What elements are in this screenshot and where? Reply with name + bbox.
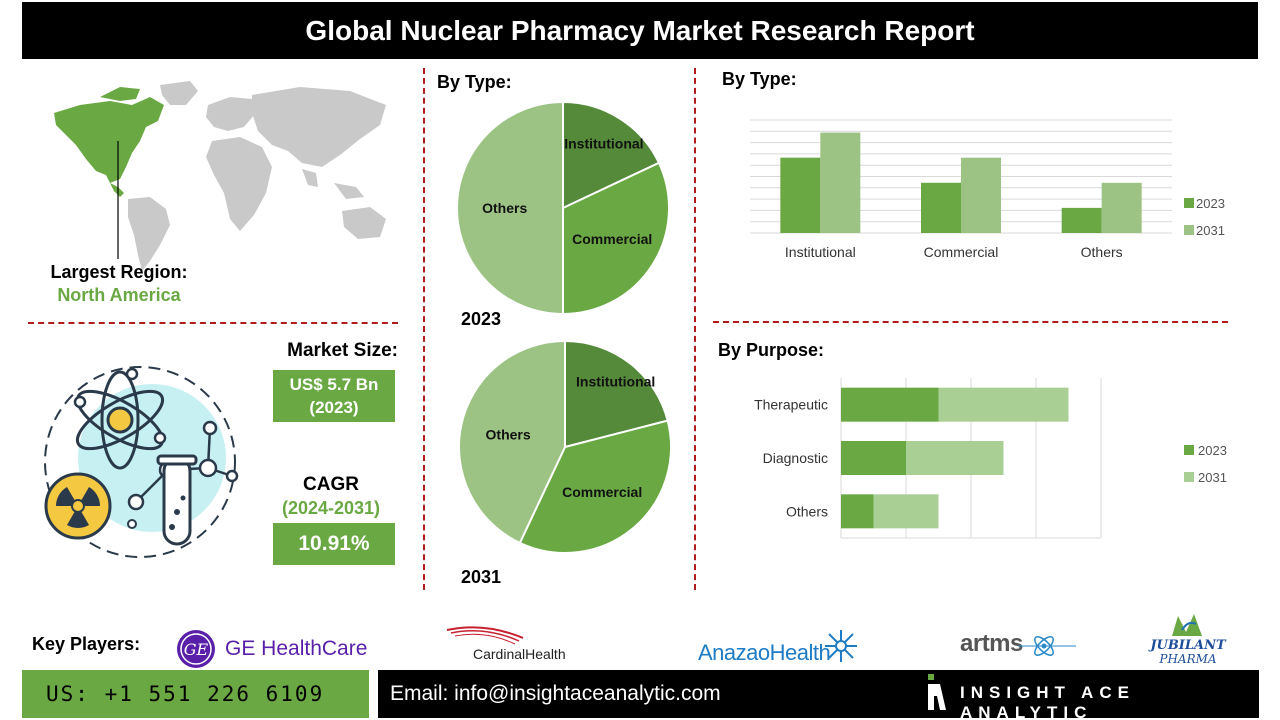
divider-vertical-2 <box>694 68 696 590</box>
phone-number[interactable]: US: +1 551 226 6109 <box>46 682 325 706</box>
pie-section-title: By Type: <box>437 72 512 92</box>
market-size-line1: US$ 5.7 Bn <box>289 375 379 394</box>
purpose-legend-swatch-2031 <box>1184 472 1194 482</box>
pie-2023-slice-others <box>456 100 564 316</box>
north-america-shape <box>54 97 164 183</box>
bar-category-label-commercial: Commercial <box>924 244 999 260</box>
artms-text: artms <box>960 630 1023 657</box>
email-bar: Email: info@insightaceanalytic.com INSIG… <box>378 670 1259 720</box>
cardinal-health-logo: CardinalHealth <box>445 624 585 664</box>
anazao-health-logo: AnazaoHealth <box>698 628 863 668</box>
market-size-label: Market Size: <box>287 340 398 361</box>
pie-2023-label-others: Others <box>482 200 527 216</box>
pie-2031-slice-institutional <box>564 339 669 449</box>
largest-region-label: Largest Region: <box>50 262 188 282</box>
anazao-health-text: AnazaoHealth <box>698 640 831 665</box>
brand-name: INSIGHT ACE ANALYTIC <box>960 683 1135 720</box>
pie-2031-slice-commercial <box>518 419 672 554</box>
purpose-legend-label-2023: 2023 <box>1198 443 1227 458</box>
pie-2031-label-institutional: Institutional <box>576 374 655 390</box>
purpose-legend-label-2031: 2031 <box>1198 470 1227 485</box>
jubilant-leaf-icon <box>1172 614 1202 636</box>
cagr-value: 10.91% <box>273 523 395 565</box>
purpose-bar-others-2031 <box>873 494 939 529</box>
anazao-star-icon <box>825 630 857 662</box>
title-bar: Global Nuclear Pharmacy Market Research … <box>22 2 1258 59</box>
cardinal-swoosh-icon <box>446 626 524 645</box>
jubilant-text: JUBILANT <box>1150 638 1226 653</box>
purpose-bar-diagnostic-2031 <box>906 441 1004 475</box>
pie-2031-year-label: 2031 <box>461 567 502 587</box>
purpose-section-title: By Purpose: <box>718 340 825 360</box>
insight-ace-logo-icon <box>928 674 946 710</box>
pie-2031-label-others: Others <box>486 426 531 442</box>
bar-institutional-2023 <box>780 157 821 233</box>
purpose-bar-therapeutic-2031 <box>938 387 1069 422</box>
page-title: Global Nuclear Pharmacy Market Research … <box>305 14 975 46</box>
bar-category-label-others: Others <box>1081 244 1123 260</box>
bar-category-label-institutional: Institutional <box>785 244 856 260</box>
bar-legend-label-2023: 2023 <box>1196 196 1225 211</box>
purpose-category-label-others: Others <box>786 503 828 519</box>
svg-text:GE: GE <box>184 640 209 659</box>
artms-atom-icon <box>1018 636 1076 656</box>
bar-section-title: By Type: <box>722 69 797 89</box>
bar-commercial-2031 <box>961 157 1001 233</box>
pie-2023-label-commercial: Commercial <box>572 231 652 247</box>
purpose-bar-therapeutic-2023 <box>841 387 939 422</box>
key-players-label: Key Players: <box>32 634 141 654</box>
bar-others-2031 <box>1101 182 1142 233</box>
purpose-category-label-therapeutic: Therapeutic <box>754 397 828 413</box>
ge-healthcare-text: GE HealthCare <box>225 637 368 660</box>
divider-vertical-1 <box>423 68 425 590</box>
artms-logo: artms <box>960 626 1080 666</box>
divider-right <box>713 321 1228 323</box>
world-map-icon <box>54 81 386 271</box>
pharma-text: PHARMA <box>1159 652 1217 666</box>
pie-2023-label-institutional: Institutional <box>564 136 643 152</box>
purpose-bar-others-2023 <box>841 494 874 529</box>
market-size-value: US$ 5.7 Bn (2023) <box>273 370 395 422</box>
pie-2031-slice-others <box>458 339 566 545</box>
bar-others-2023 <box>1061 207 1102 233</box>
bar-legend-swatch-2031 <box>1184 225 1194 235</box>
bar-commercial-2023 <box>921 182 961 233</box>
jubilant-pharma-logo: JUBILANT PHARMA <box>1148 612 1228 668</box>
ge-healthcare-logo: GE GE HealthCare <box>175 628 368 670</box>
bar-legend-label-2031: 2031 <box>1196 223 1225 238</box>
largest-region-value: North America <box>57 285 181 305</box>
ge-logo-icon: GE <box>177 630 215 668</box>
pie-2023-slice-commercial <box>562 161 670 316</box>
purpose-category-label-diagnostic: Diagnostic <box>763 450 828 466</box>
cagr-years: (2024-2031) <box>281 498 381 518</box>
divider-left <box>28 322 398 324</box>
pie-2023-year-label: 2023 <box>461 309 502 329</box>
purpose-legend-swatch-2023 <box>1184 445 1194 455</box>
market-size-line2: (2023) <box>309 398 359 417</box>
cardinal-health-text: CardinalHealth <box>473 646 566 662</box>
pie-2023-slice-institutional <box>562 100 661 210</box>
email-address[interactable]: Email: info@insightaceanalytic.com <box>390 682 721 705</box>
pie-2031-label-commercial: Commercial <box>562 484 642 500</box>
purpose-bar-diagnostic-2023 <box>841 441 906 475</box>
nuclear-pharmacy-illustration-icon <box>44 366 239 558</box>
phone-bar: US: +1 551 226 6109 <box>22 670 369 718</box>
cagr-label: CAGR <box>303 474 359 495</box>
bar-institutional-2031 <box>820 132 861 233</box>
bar-legend-swatch-2023 <box>1184 198 1194 208</box>
